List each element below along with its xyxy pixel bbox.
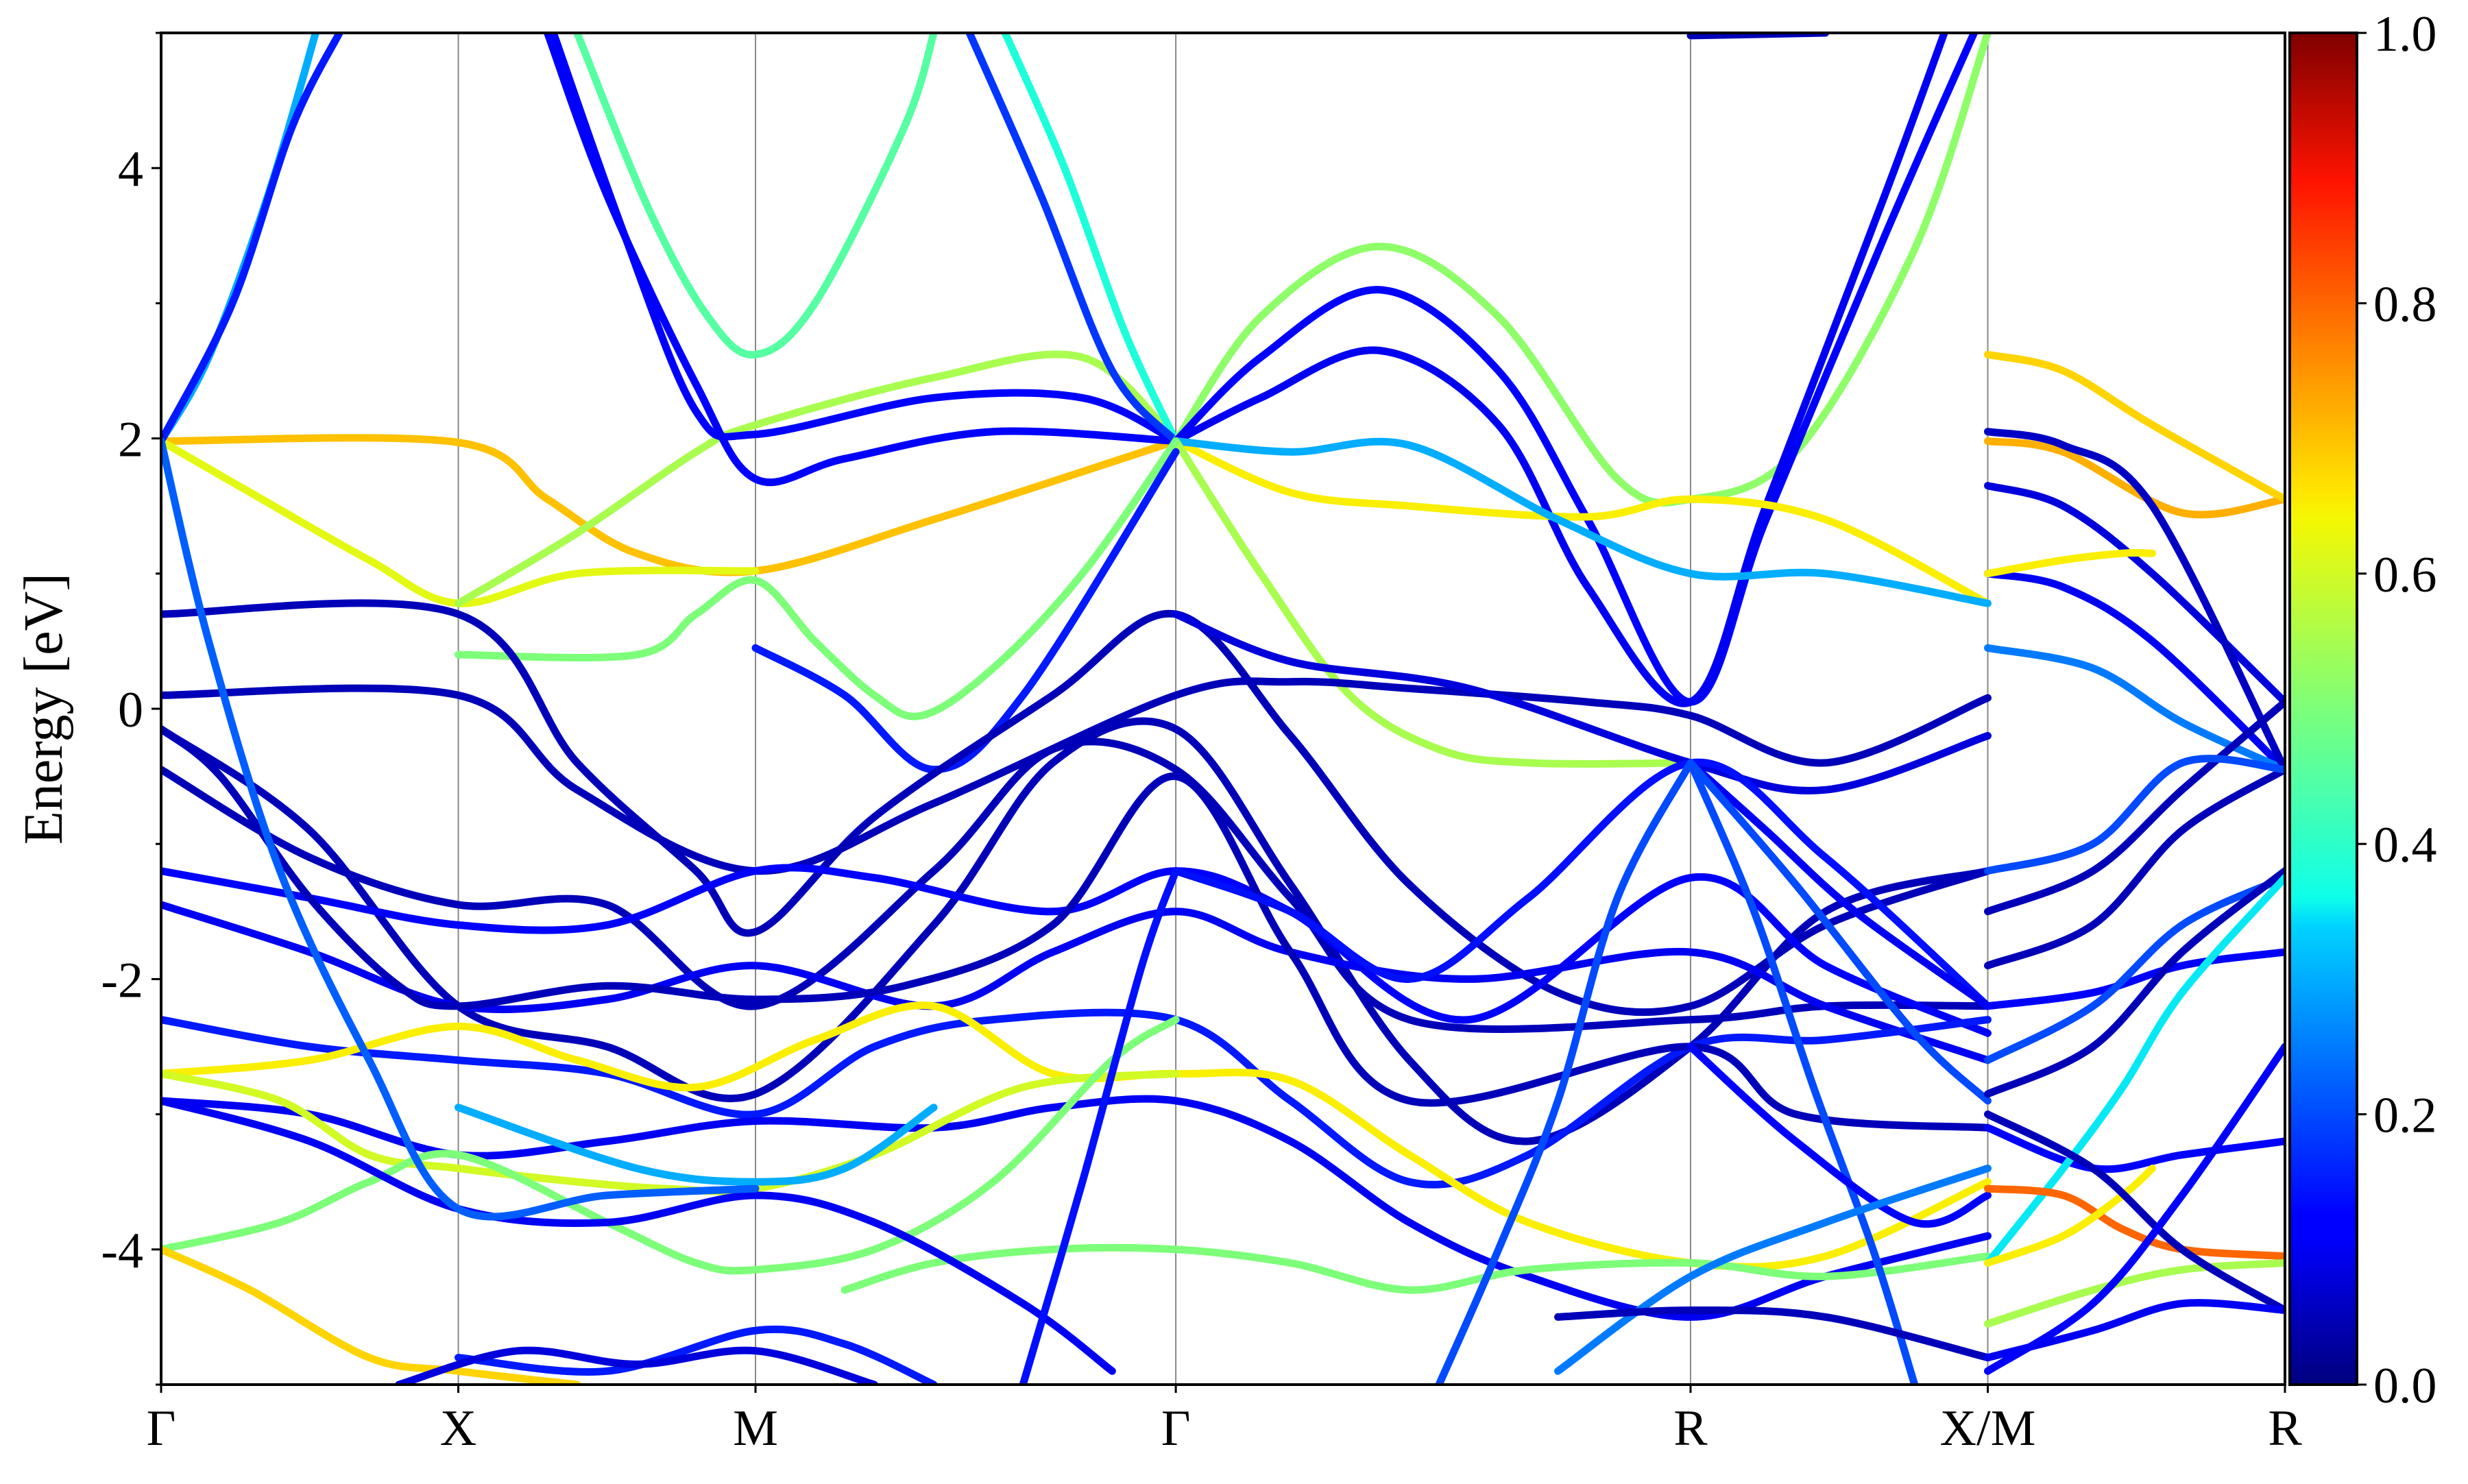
y-tick-label: -4 [101,1223,143,1279]
band-line [395,1346,878,1385]
band-line [1435,759,1695,1385]
band-line [1172,33,1978,706]
band-line [751,448,1180,774]
band-line [1984,1123,2285,1173]
band-line [1984,766,2285,970]
band-line [1984,1110,2285,1314]
x-tick-label: X [440,1400,476,1457]
band-line [1172,437,1695,768]
band-line [455,1325,938,1385]
band-line [965,33,1180,445]
band-line [1984,874,2285,1065]
band-line [455,350,1180,607]
colorbar-tick-label: 0.8 [2373,276,2437,332]
x-tick-label: M [733,1400,778,1457]
colorbar-tick-label: 0.0 [2373,1358,2437,1414]
band-line [1984,428,2285,774]
x-tick-label: X/M [1940,1400,2036,1457]
band-line [1172,610,1992,795]
x-tick-label: Γ [147,1400,176,1457]
band-line [1984,570,2285,774]
band-line [455,1104,938,1186]
band-line [161,437,760,1221]
band-line [161,33,319,445]
band-lines [161,33,2285,1385]
band-line [1984,437,2285,519]
colorbar-tick-label: 0.2 [2373,1088,2437,1144]
band-line [573,33,938,359]
band-line [161,599,1992,1017]
colorbar-tick-label: 0.6 [2373,547,2437,603]
band-line [1984,755,2285,875]
band-line [1984,350,2285,503]
band-line [1686,759,1992,1105]
x-tick-label: R [2268,1400,2302,1457]
band-line [1172,33,1948,707]
band-line [1686,759,1992,1010]
band-line [1001,33,1180,445]
grid-lines [457,33,1989,1385]
band-line [161,437,760,607]
band-line [455,437,1180,720]
band-line [1686,759,1919,1385]
band-line [1172,758,1992,1010]
band-line [161,1069,1180,1195]
colorbar-ticks: 0.0 0.2 0.4 0.6 0.8 1.0 [2357,6,2437,1414]
band-line [1172,437,1992,607]
colorbar: 0.0 0.2 0.4 0.6 0.8 1.0 [2288,6,2437,1414]
band-line [1984,1259,2285,1328]
x-tick-label: R [1673,1400,1708,1457]
band-line [1019,867,1180,1385]
band-line [161,725,1992,1132]
band-line [1984,698,2285,916]
y-tick-label: -2 [101,952,143,1008]
y-tick-label: 0 [118,682,143,738]
band-line [161,1001,1992,1271]
band-line [1984,644,2285,774]
band-line [1984,1043,2285,1375]
y-axis: 4 2 0 -2 -4 [101,32,161,1386]
x-tick-label: Γ [1161,1400,1191,1457]
colorbar-gradient [2288,32,2358,1386]
band-line [1984,548,2157,578]
band-line [161,1016,1180,1275]
colorbar-tick-label: 1.0 [2373,6,2437,62]
band-line [161,33,343,445]
band-line [161,1097,1116,1375]
band-line [1984,867,2285,1098]
band-line [1172,33,1992,507]
band-line [1984,1165,2157,1267]
band-line [1984,948,2285,1010]
y-tick-label: 2 [118,412,143,468]
band-line [840,1243,1992,1294]
band-line [1686,1043,1992,1228]
band-line [1172,437,1992,607]
band-line [161,738,1992,1033]
band-line [161,434,1180,576]
x-axis: Γ X M Γ R X/M R [147,1385,2302,1457]
band-line [1984,874,2285,1267]
band-line [161,864,1992,1037]
band-line [1554,1306,1992,1362]
band-line [161,677,1992,875]
band-line [549,33,1180,445]
y-axis-label: Energy [eV] [14,573,74,844]
colorbar-tick-label: 0.4 [2373,817,2437,873]
y-tick-label: 4 [118,141,143,197]
band-line [161,1008,1992,1189]
band-line [1984,1184,2285,1261]
band-line [1554,1165,1992,1375]
band-line [161,1245,581,1385]
